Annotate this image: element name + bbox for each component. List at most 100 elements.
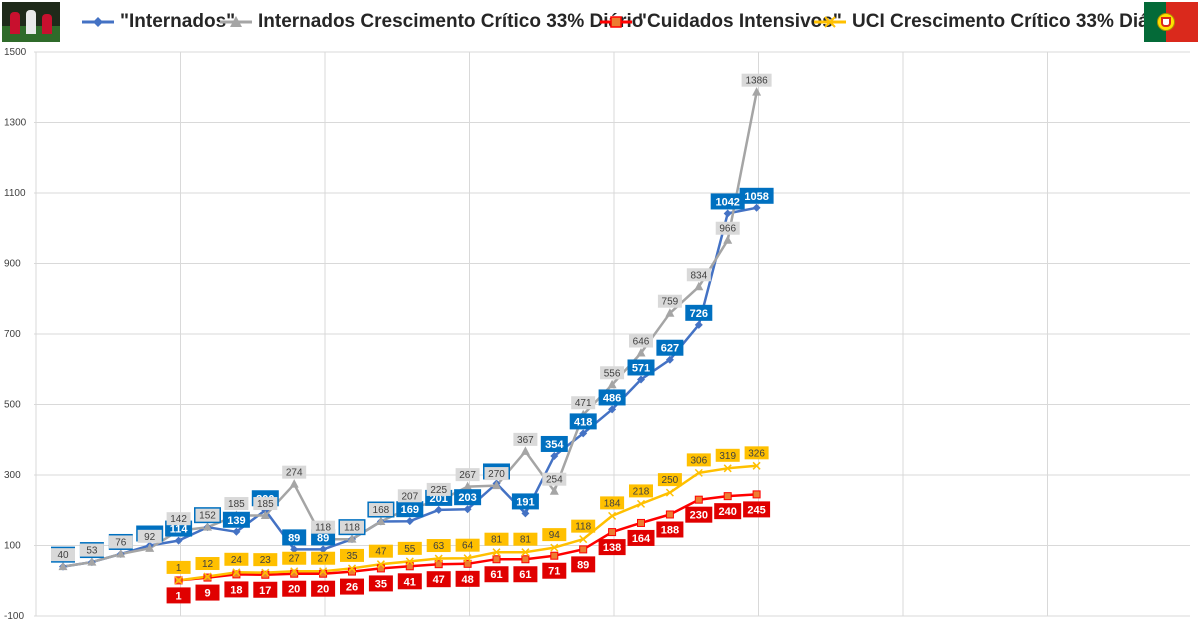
data-point	[261, 570, 270, 579]
svg-text:203: 203	[458, 492, 476, 504]
svg-text:142: 142	[170, 514, 187, 525]
svg-text:188: 188	[661, 524, 679, 536]
data-label: 191	[511, 493, 539, 510]
svg-text:23: 23	[260, 555, 272, 566]
data-label: 63	[426, 539, 451, 553]
svg-text:1: 1	[176, 563, 182, 574]
data-label: 270	[484, 467, 509, 481]
data-label: 966	[715, 221, 740, 235]
legend-square-icon	[600, 16, 632, 28]
svg-text:1386: 1386	[745, 76, 768, 87]
svg-text:12: 12	[202, 559, 214, 570]
data-point	[752, 461, 761, 470]
y-tick-label: 900	[4, 259, 21, 270]
data-point	[694, 320, 703, 329]
data-label: 61	[484, 566, 509, 583]
data-label: 94	[542, 528, 567, 542]
data-point	[376, 516, 386, 526]
svg-text:250: 250	[662, 475, 679, 486]
data-label: 12	[195, 557, 220, 571]
svg-text:354: 354	[545, 439, 564, 451]
svg-text:47: 47	[433, 574, 445, 586]
data-point	[116, 548, 126, 558]
data-point	[694, 281, 704, 291]
data-point	[608, 511, 617, 520]
data-label: 1	[166, 587, 191, 604]
data-point	[376, 560, 385, 569]
data-label: 64	[455, 538, 480, 552]
y-tick-label: 1100	[4, 188, 26, 199]
data-label: 486	[598, 389, 626, 406]
data-label: 35	[368, 575, 393, 592]
data-point	[405, 562, 414, 571]
data-label: 1	[166, 560, 191, 574]
svg-text:1: 1	[176, 590, 182, 602]
data-label: 27	[311, 551, 336, 565]
data-point	[203, 572, 212, 581]
data-label: 188	[656, 521, 684, 538]
data-label: 759	[657, 294, 682, 308]
data-point	[463, 559, 472, 568]
data-point	[290, 545, 299, 554]
data-label: 89	[282, 529, 307, 546]
svg-text:627: 627	[661, 343, 679, 355]
svg-text:61: 61	[519, 569, 531, 581]
data-label: 81	[484, 532, 509, 546]
svg-text:55: 55	[404, 544, 416, 555]
legend-label: Internados Crescimento Crítico 33% Diári…	[258, 11, 644, 32]
svg-text:71: 71	[548, 566, 560, 578]
data-point	[347, 564, 357, 573]
svg-text:24: 24	[231, 555, 243, 566]
data-point	[405, 517, 414, 526]
data-label: 118	[571, 519, 596, 533]
svg-text:139: 139	[227, 515, 245, 527]
svg-text:306: 306	[690, 455, 707, 466]
chart-data-labels: 4053761001141521392008989118168169201203…	[51, 73, 774, 604]
data-point	[463, 481, 473, 491]
data-point	[637, 518, 645, 527]
data-label: 274	[282, 465, 307, 479]
svg-text:230: 230	[690, 510, 708, 522]
data-label: 203	[454, 489, 482, 506]
svg-text:646: 646	[633, 337, 650, 348]
data-label: 35	[340, 548, 364, 562]
svg-text:47: 47	[375, 547, 387, 558]
portugal-flag-icon	[1144, 2, 1198, 42]
data-label: 184	[600, 496, 625, 510]
data-point	[723, 209, 732, 218]
data-label: 418	[569, 413, 597, 430]
data-point	[752, 490, 761, 499]
svg-text:726: 726	[690, 308, 708, 320]
svg-text:556: 556	[604, 368, 621, 379]
legend-item-cuidados-intensivos: "Cuidados Intensivos"	[598, 8, 842, 36]
svg-text:53: 53	[86, 546, 98, 557]
data-label: 40	[51, 548, 75, 562]
data-point	[723, 492, 732, 501]
legend-item-uci-critico: UCI Crescimento Crítico 33% Diário	[812, 8, 1173, 36]
data-point	[463, 554, 472, 563]
svg-text:81: 81	[520, 535, 532, 546]
data-point	[492, 548, 501, 557]
svg-text:61: 61	[490, 569, 502, 581]
data-point	[608, 528, 617, 537]
data-point	[723, 235, 733, 244]
data-label: 118	[340, 520, 364, 534]
svg-text:89: 89	[288, 532, 300, 544]
data-point	[752, 87, 762, 96]
data-point	[521, 548, 530, 557]
data-point	[550, 551, 559, 560]
svg-text:168: 168	[373, 505, 390, 516]
svg-text:225: 225	[430, 485, 447, 496]
svg-text:81: 81	[491, 535, 503, 546]
svg-text:1058: 1058	[744, 191, 768, 203]
svg-text:9: 9	[204, 588, 210, 600]
data-point	[549, 486, 559, 495]
data-point	[319, 567, 328, 576]
svg-text:218: 218	[633, 486, 650, 497]
svg-text:274: 274	[286, 468, 303, 479]
svg-text:270: 270	[488, 469, 505, 480]
y-tick-label: 500	[4, 400, 21, 411]
svg-text:1042: 1042	[715, 196, 739, 208]
svg-text:245: 245	[747, 504, 765, 516]
svg-text:18: 18	[230, 584, 242, 596]
